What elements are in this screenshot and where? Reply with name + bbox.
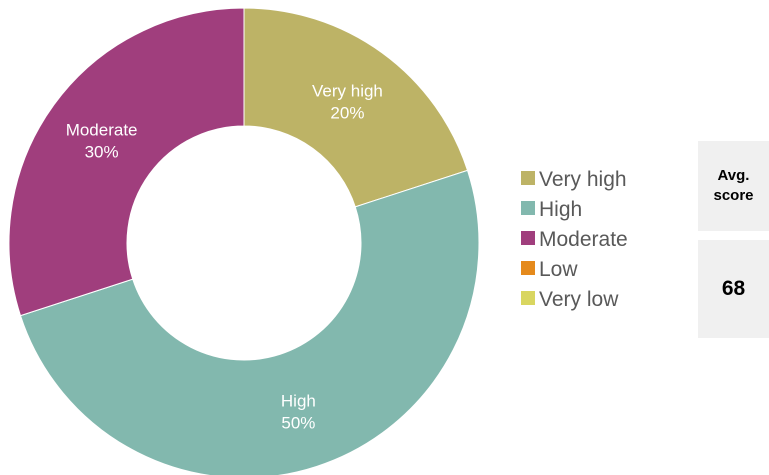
legend-label-high: High: [539, 198, 582, 221]
slice-label-very-high: Very high: [312, 82, 383, 101]
slice-value-very-high: 20%: [330, 104, 364, 123]
legend-swatch-very-high: [521, 171, 535, 185]
slice-moderate: [9, 8, 244, 316]
legend-label-low: Low: [539, 258, 578, 281]
legend-swatch-high: [521, 201, 535, 215]
legend-swatch-moderate: [521, 231, 535, 245]
avg-score-value: 68: [722, 277, 745, 301]
avg-score-header: Avg. score: [698, 141, 769, 231]
legend-swatch-very-low: [521, 291, 535, 305]
legend-label-very-high: Very high: [539, 168, 627, 191]
legend-swatch-low: [521, 261, 535, 275]
slice-value-moderate: 30%: [85, 143, 119, 162]
slice-value-high: 50%: [281, 413, 315, 432]
legend-label-moderate: Moderate: [539, 228, 628, 251]
chart-legend: Very high High Moderate Low Very low: [521, 168, 628, 311]
legend-label-very-low: Very low: [539, 288, 619, 311]
slice-label-moderate: Moderate: [66, 121, 138, 140]
donut-slices: [9, 8, 479, 475]
avg-score-value-box: 68: [698, 240, 769, 338]
avg-score-label: Avg. score: [712, 166, 756, 206]
slice-label-high: High: [281, 391, 316, 410]
